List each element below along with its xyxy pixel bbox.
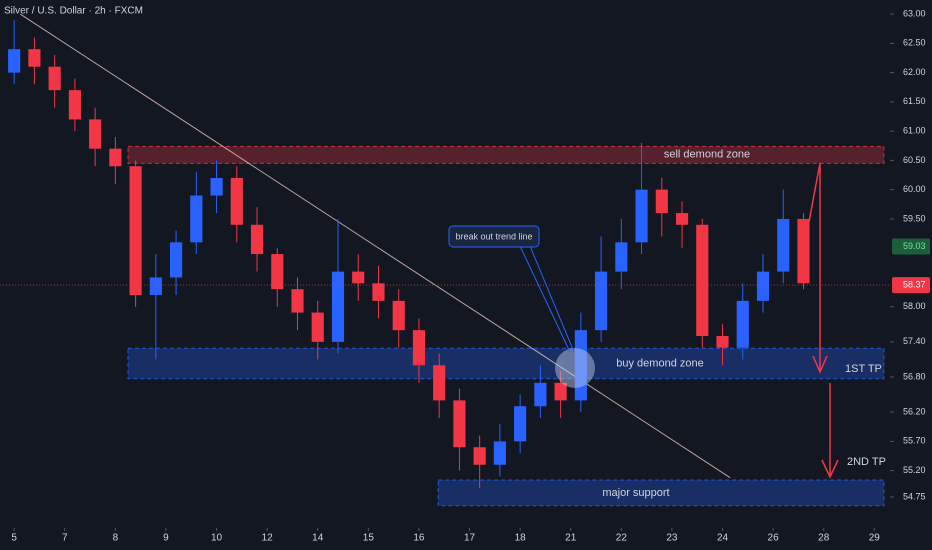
candle-body: [433, 365, 446, 401]
zone-label: buy demond zone: [616, 357, 703, 369]
candle-body: [756, 271, 770, 301]
zone: [127, 145, 885, 164]
price-tag: [892, 277, 930, 294]
candle-body: [129, 166, 142, 296]
candle-body: [655, 189, 668, 214]
candle-body: [28, 49, 41, 67]
x-tick-label: 7: [62, 533, 68, 544]
x-tick-label: 21: [565, 533, 577, 544]
candle-body: [250, 224, 264, 255]
x-tick-label: 5: [11, 533, 17, 544]
candle-body: [777, 218, 790, 272]
x-tick-label: 26: [768, 533, 780, 544]
candle-body: [89, 119, 102, 149]
y-tick-label: 61.00: [903, 125, 926, 135]
candle-body: [392, 300, 405, 331]
candle-body: [675, 213, 689, 225]
candle-body: [8, 49, 21, 73]
candle-body: [311, 312, 324, 342]
candle-body: [635, 189, 648, 243]
zone-label: major support: [602, 487, 669, 499]
candle-body: [109, 148, 122, 167]
x-tick-label: 12: [262, 533, 274, 544]
target-label: 2ND TP: [847, 456, 886, 468]
zone: [437, 479, 885, 507]
y-tick-label: 58.00: [903, 301, 926, 311]
y-tick-label: 55.70: [903, 436, 926, 446]
x-tick-label: 10: [211, 533, 223, 544]
candle-body: [574, 330, 587, 401]
price-tag-label: 59.03: [903, 241, 926, 251]
candle-body: [210, 177, 223, 196]
y-tick-label: 55.20: [903, 465, 926, 475]
candle-body: [615, 242, 628, 272]
candle-body: [149, 277, 162, 296]
x-tick-label: 15: [363, 533, 375, 544]
price-tag-label: 58.37: [903, 279, 926, 289]
x-tick-label: 17: [464, 533, 476, 544]
candle-body: [372, 283, 385, 301]
candle-body: [595, 271, 608, 331]
candle-body: [48, 66, 61, 91]
x-tick-label: 23: [666, 533, 678, 544]
candle-body: [473, 447, 486, 465]
candle-body: [412, 330, 426, 366]
arrow-head: [812, 355, 828, 374]
candle-body: [230, 177, 243, 225]
y-tick-label: 59.50: [903, 213, 926, 223]
candle-body: [534, 382, 547, 407]
callout-pointer: [529, 245, 575, 353]
x-tick-label: 29: [869, 533, 881, 544]
candle-body: [170, 242, 183, 278]
x-tick-label: 24: [717, 533, 729, 544]
projection-line: [799, 162, 821, 370]
x-tick-label: 16: [413, 533, 425, 544]
y-tick-label: 62.50: [903, 38, 926, 48]
y-tick-label: 62.00: [903, 67, 926, 77]
candle-body: [696, 224, 709, 336]
breakout-circle: [555, 348, 595, 388]
y-tick-label: 60.00: [903, 184, 926, 194]
x-tick-label: 8: [113, 533, 119, 544]
y-tick-label: 54.75: [903, 491, 926, 501]
candle-body: [271, 254, 284, 290]
zone-label: sell demond zone: [664, 149, 750, 161]
callout-text: break out trend line: [455, 231, 532, 241]
plot: sell demond zone buy demond zone major sup…: [0, 8, 930, 544]
candle-body: [190, 195, 203, 243]
arrow-head: [821, 459, 839, 479]
candle-body: [352, 271, 365, 284]
candle-body: [493, 441, 506, 465]
zone: [127, 347, 885, 380]
y-tick-label: 56.20: [903, 406, 926, 416]
candle-body: [514, 406, 527, 442]
x-tick-label: 22: [616, 533, 628, 544]
candle-body: [453, 400, 466, 448]
y-tick-label: 57.40: [903, 336, 926, 346]
y-tick-label: 60.50: [903, 155, 926, 165]
y-tick-label: 56.80: [903, 371, 926, 381]
price-tag: [892, 238, 930, 255]
candle-body: [291, 289, 304, 313]
callout-box: [448, 225, 540, 248]
candle-body: [716, 336, 729, 348]
candle-body: [331, 271, 345, 342]
y-tick-label: 63.00: [903, 8, 926, 18]
callout-pointer: [519, 245, 571, 353]
y-tick-label: 61.50: [903, 96, 926, 106]
candle-body: [68, 90, 81, 120]
x-tick-label: 14: [312, 533, 324, 544]
x-tick-label: 9: [163, 533, 169, 544]
candle-body: [554, 382, 567, 401]
x-tick-label: 28: [818, 533, 830, 544]
candle-body: [736, 300, 749, 348]
chart-title: Silver / U.S. Dollar · 2h · FXCM: [4, 6, 143, 17]
target-label: 1ST TP: [845, 363, 882, 375]
x-tick-label: 18: [515, 533, 527, 544]
trend-line: [19, 13, 731, 479]
